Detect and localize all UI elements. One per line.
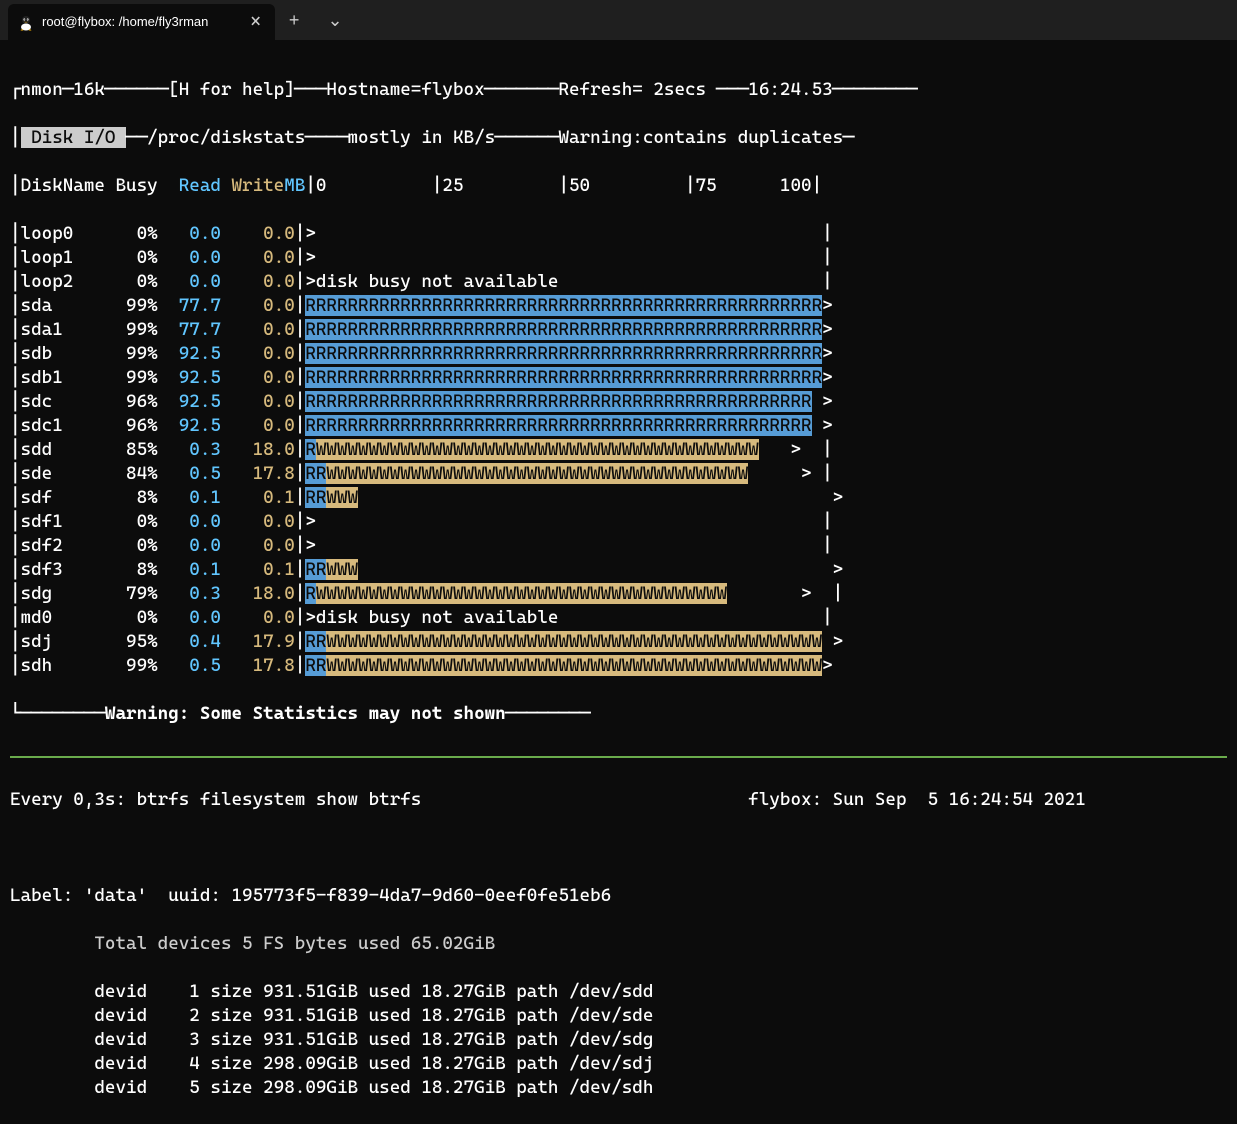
disk-row: │sdf 8% 0.1 0.1|RRWWW > xyxy=(10,486,1227,510)
disk-row: │sde 84% 0.5 17.8|RRWWWWWWWWWWWWWWWWWWWW… xyxy=(10,462,1227,486)
nmon-footer: └────────Warning: Some Statistics may no… xyxy=(10,702,1227,726)
tux-icon xyxy=(18,14,34,30)
nmon-columns-line: │DiskName Busy Read WriteMB|0 |25 |50 |7… xyxy=(10,174,1227,198)
btrfs-devices: devid 1 size 931.51GiB used 18.27GiB pat… xyxy=(10,980,1227,1100)
disk-row: │sdb1 99% 92.5 0.0|RRRRRRRRRRRRRRRRRRRRR… xyxy=(10,366,1227,390)
disk-row: │loop1 0% 0.0 0.0|> | xyxy=(10,246,1227,270)
disk-row: │md0 0% 0.0 0.0|>disk busy not available… xyxy=(10,606,1227,630)
disk-row: │sdh 99% 0.5 17.8|RRWWWWWWWWWWWWWWWWWWWW… xyxy=(10,654,1227,678)
btrfs-device-line: devid 3 size 931.51GiB used 18.27GiB pat… xyxy=(10,1028,1227,1052)
terminal-output[interactable]: ┌nmon─16k──────[H for help]───Hostname=f… xyxy=(0,40,1237,1124)
terminal-tab[interactable]: root@flybox: /home/fly3rman × xyxy=(8,4,275,40)
btrfs-device-line: devid 5 size 298.09GiB used 18.27GiB pat… xyxy=(10,1076,1227,1100)
disk-row: │loop0 0% 0.0 0.0|> | xyxy=(10,222,1227,246)
disk-row: │sdg 79% 0.3 18.0|RWWWWWWWWWWWWWWWWWWWWW… xyxy=(10,582,1227,606)
blank-line xyxy=(10,836,1227,860)
tab-title: root@flybox: /home/fly3rman xyxy=(42,10,208,34)
btrfs-device-line: devid 4 size 298.09GiB used 18.27GiB pat… xyxy=(10,1052,1227,1076)
disk-row: │sdf2 0% 0.0 0.0|> | xyxy=(10,534,1227,558)
disk-row: │sda 99% 77.7 0.0|RRRRRRRRRRRRRRRRRRRRRR… xyxy=(10,294,1227,318)
pane-divider xyxy=(10,756,1227,758)
disk-row: │sda1 99% 77.7 0.0|RRRRRRRRRRRRRRRRRRRRR… xyxy=(10,318,1227,342)
disk-rows: │loop0 0% 0.0 0.0|> |│loop1 0% 0.0 0.0|>… xyxy=(10,222,1227,678)
watch-header: Every 0,3s: btrfs filesystem show btrfs … xyxy=(10,788,1227,812)
nmon-section-line: │ Disk I/O ──/proc/diskstats────mostly i… xyxy=(10,126,1227,150)
nmon-header-line: ┌nmon─16k──────[H for help]───Hostname=f… xyxy=(10,78,1227,102)
new-tab-button[interactable]: + xyxy=(275,8,314,32)
disk-row: │sdd 85% 0.3 18.0|RWWWWWWWWWWWWWWWWWWWWW… xyxy=(10,438,1227,462)
btrfs-label-line: Label: 'data' uuid: 195773f5-f839-4da7-9… xyxy=(10,884,1227,908)
disk-row: │sdj 95% 0.4 17.9|RRWWWWWWWWWWWWWWWWWWWW… xyxy=(10,630,1227,654)
disk-row: │sdc 96% 92.5 0.0|RRRRRRRRRRRRRRRRRRRRRR… xyxy=(10,390,1227,414)
btrfs-device-line: devid 1 size 931.51GiB used 18.27GiB pat… xyxy=(10,980,1227,1004)
disk-row: │sdf3 8% 0.1 0.1|RRWWW > xyxy=(10,558,1227,582)
disk-row: │sdc1 96% 92.5 0.0|RRRRRRRRRRRRRRRRRRRRR… xyxy=(10,414,1227,438)
btrfs-device-line: devid 2 size 931.51GiB used 18.27GiB pat… xyxy=(10,1004,1227,1028)
tab-dropdown-button[interactable]: ⌄ xyxy=(313,8,356,32)
btrfs-total-line: Total devices 5 FS bytes used 65.02GiB xyxy=(10,932,1227,956)
disk-row: │loop2 0% 0.0 0.0|>disk busy not availab… xyxy=(10,270,1227,294)
disk-row: │sdf1 0% 0.0 0.0|> | xyxy=(10,510,1227,534)
disk-row: │sdb 99% 92.5 0.0|RRRRRRRRRRRRRRRRRRRRRR… xyxy=(10,342,1227,366)
window-titlebar: root@flybox: /home/fly3rman × + ⌄ xyxy=(0,0,1237,40)
close-icon[interactable]: × xyxy=(246,10,265,34)
